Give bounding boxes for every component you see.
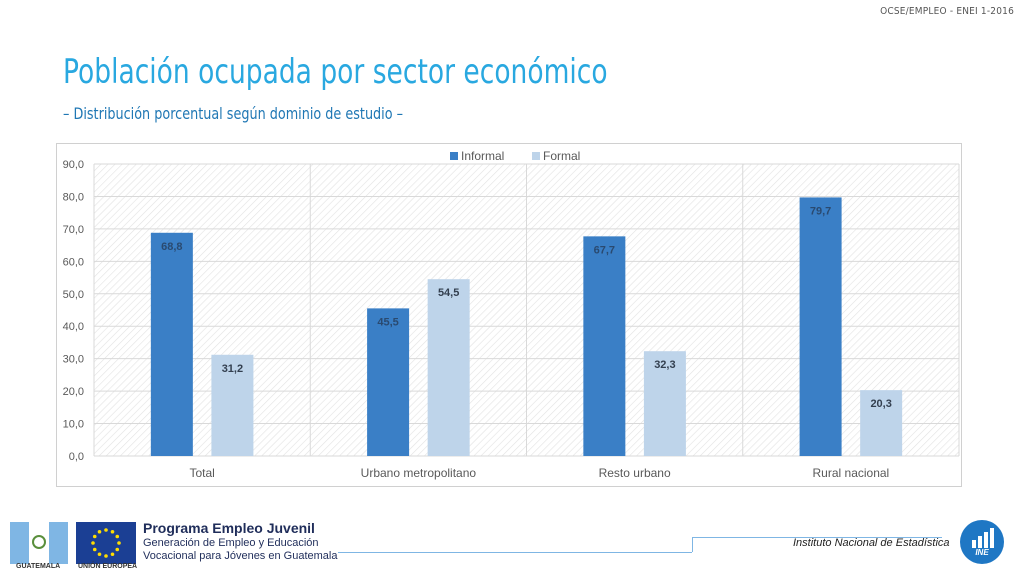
program-title: Programa Empleo Juvenil — [143, 520, 315, 536]
x-tick-label: Rural nacional — [813, 466, 890, 480]
bar-formal — [860, 390, 903, 456]
data-label: 31,2 — [222, 363, 243, 375]
y-tick-label: 20,0 — [63, 386, 84, 398]
y-tick-label: 0,0 — [69, 451, 84, 463]
legend-swatch-informal — [450, 152, 458, 160]
data-label: 32,3 — [654, 359, 675, 371]
ine-logo-text: INE — [975, 548, 989, 557]
institute-name: Instituto Nacional de Estadística — [793, 537, 950, 549]
y-tick-label: 70,0 — [63, 224, 84, 236]
eu-star-icon — [117, 541, 121, 545]
legend-swatch-formal — [532, 152, 540, 160]
data-label: 45,5 — [377, 316, 398, 328]
y-tick-label: 90,0 — [63, 159, 84, 171]
legend-entry-informal: Informal — [461, 149, 504, 163]
x-tick-label: Urbano metropolitano — [361, 466, 477, 480]
legend-entry-formal: Formal — [543, 149, 580, 163]
eu-star-icon — [92, 547, 97, 552]
eu-star-icon — [104, 554, 108, 558]
eu-flag — [76, 522, 136, 564]
eu-flag-label: UNIÓN EUROPEA — [78, 563, 138, 570]
program-line-1: Generación de Empleo y Educación — [143, 537, 319, 549]
bar-formal — [643, 351, 686, 456]
bar-formal — [211, 354, 254, 456]
y-tick-label: 80,0 — [63, 191, 84, 203]
eu-star-icon — [115, 547, 120, 552]
page-title: Población ocupada por sector económico — [63, 52, 608, 92]
y-tick-label: 10,0 — [63, 419, 84, 431]
header-reference: OCSE/EMPLEO - ENEI 1-2016 — [880, 6, 1014, 17]
y-tick-label: 60,0 — [63, 256, 84, 268]
footer: GUATEMALA UNIÓN EUROPEA Programa Empleo … — [0, 515, 1024, 576]
y-tick-label: 30,0 — [63, 354, 84, 366]
footer-divider — [338, 552, 692, 553]
data-label: 68,8 — [161, 241, 182, 253]
eu-star-icon — [97, 552, 102, 557]
bar-chart: 0,0 10,0 20,0 30,0 40,0 50,0 60,0 70,0 80,0 90,0 6… — [63, 149, 960, 480]
footer-divider — [692, 537, 942, 538]
eu-star-icon — [110, 529, 115, 534]
y-tick-label: 40,0 — [63, 321, 84, 333]
ine-logo: INE — [960, 520, 1004, 564]
guatemala-flag-label: GUATEMALA — [16, 563, 61, 570]
chart-frame: 0,0 10,0 20,0 30,0 40,0 50,0 60,0 70,0 80,0 90,0 6… — [56, 143, 962, 487]
eu-star-icon — [97, 529, 102, 534]
data-label: 67,7 — [594, 244, 615, 256]
x-tick-label: Resto urbano — [599, 466, 671, 480]
bar-informal — [150, 232, 193, 456]
guatemala-flag — [10, 522, 68, 564]
y-tick-label: 50,0 — [63, 289, 84, 301]
bar-informal — [583, 236, 626, 456]
data-label: 79,7 — [810, 205, 831, 217]
data-label: 20,3 — [870, 398, 891, 410]
eu-star-icon — [92, 534, 97, 539]
eu-star-icon — [104, 528, 108, 532]
program-line-2: Vocacional para Jóvenes en Guatemala — [143, 550, 338, 562]
eu-star-icon — [110, 552, 115, 557]
data-label: 54,5 — [438, 287, 459, 299]
eu-star-icon — [91, 541, 95, 545]
bar-informal — [367, 308, 410, 456]
bar-formal — [427, 279, 470, 456]
bar-informal — [799, 197, 842, 456]
footer-divider — [692, 537, 693, 552]
eu-star-icon — [115, 534, 120, 539]
page-subtitle: – Distribución porcentual según dominio … — [63, 104, 404, 123]
x-tick-label: Total — [189, 466, 214, 480]
